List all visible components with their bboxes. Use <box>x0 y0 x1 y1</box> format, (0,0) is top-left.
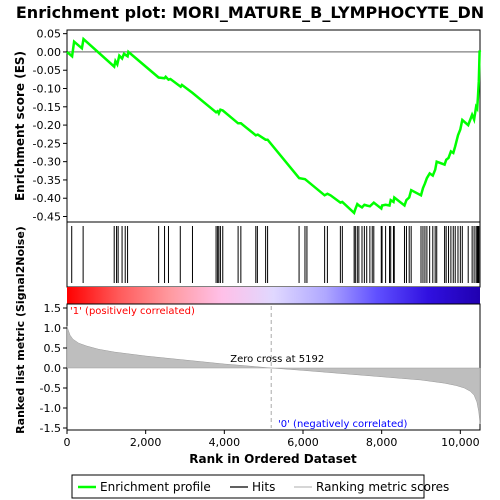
es-y-tick-label: -0.25 <box>33 137 61 150</box>
hits-group <box>71 226 480 283</box>
ranking-heatmap-bar <box>67 287 480 304</box>
legend-label: Ranking metric scores <box>316 480 449 494</box>
es-y-tick-label: -0.15 <box>33 101 61 114</box>
x-tick-label: 4,000 <box>209 436 241 449</box>
x-tick-label: 2,000 <box>130 436 162 449</box>
es-y-axis-label: Enrichment score (ES) <box>13 51 27 201</box>
positive-correlation-label: '1' (positively correlated) <box>70 306 195 317</box>
es-y-tick-label: -0.20 <box>33 119 61 132</box>
x-tick-label: 10,000 <box>441 436 480 449</box>
legend-item: Enrichment profile <box>78 480 211 494</box>
metric-y-tick-label: -1.5 <box>40 422 61 435</box>
metric-y-tick-label: -0.5 <box>40 382 61 395</box>
chart-title: Enrichment plot: MORI_MATURE_B_LYMPHOCYT… <box>16 3 484 22</box>
metric-y-tick-label: 1.5 <box>44 302 62 315</box>
es-y-axis: 0.05 0.00 -0.05 -0.10 -0.15 -0.20 -0.25 -0.30 -0… <box>33 28 67 224</box>
zero-cross-label: Zero cross at 5192 <box>230 354 324 365</box>
x-tick-label: 8,000 <box>366 436 398 449</box>
es-y-tick-label: -0.45 <box>33 211 61 224</box>
legend-item: Ranking metric scores <box>294 480 449 494</box>
x-tick-label: 0 <box>64 436 71 449</box>
legend-label: Enrichment profile <box>100 480 211 494</box>
metric-y-axis-label: Ranked list metric (Signal2Noise) <box>14 226 27 434</box>
x-tick-label: 6,000 <box>287 436 319 449</box>
es-y-tick-label: 0.00 <box>37 46 62 59</box>
metric-y-tick-label: -1.0 <box>40 402 61 415</box>
metric-y-tick-label: 0.5 <box>44 342 62 355</box>
legend: Enrichment profile Hits Ranking metric sco… <box>78 480 449 494</box>
legend-label: Hits <box>252 480 275 494</box>
metric-y-tick-label: 1.0 <box>44 322 62 335</box>
x-axis-label: Rank in Ordered Dataset <box>189 452 357 466</box>
ranking-metric-area <box>66 325 481 425</box>
negative-correlation-label: '0' (negatively correlated) <box>278 419 407 430</box>
enrichment-profile-line <box>66 36 482 216</box>
x-axis: 0 2,000 4,000 6,000 8,000 10,000 <box>64 430 480 449</box>
es-y-tick-label: -0.40 <box>33 192 61 205</box>
legend-item: Hits <box>230 480 275 494</box>
es-y-tick-label: -0.30 <box>33 156 61 169</box>
metric-y-axis: 1.5 1.0 0.5 0.0 -0.5 -1.0 -1.5 <box>40 302 67 435</box>
hits-panel <box>66 221 481 288</box>
es-y-tick-label: -0.35 <box>33 174 61 187</box>
es-y-tick-label: -0.05 <box>33 64 61 77</box>
metric-y-tick-label: 0.0 <box>44 362 62 375</box>
es-y-tick-label: -0.10 <box>33 83 61 96</box>
es-y-tick-label: 0.05 <box>37 28 62 41</box>
